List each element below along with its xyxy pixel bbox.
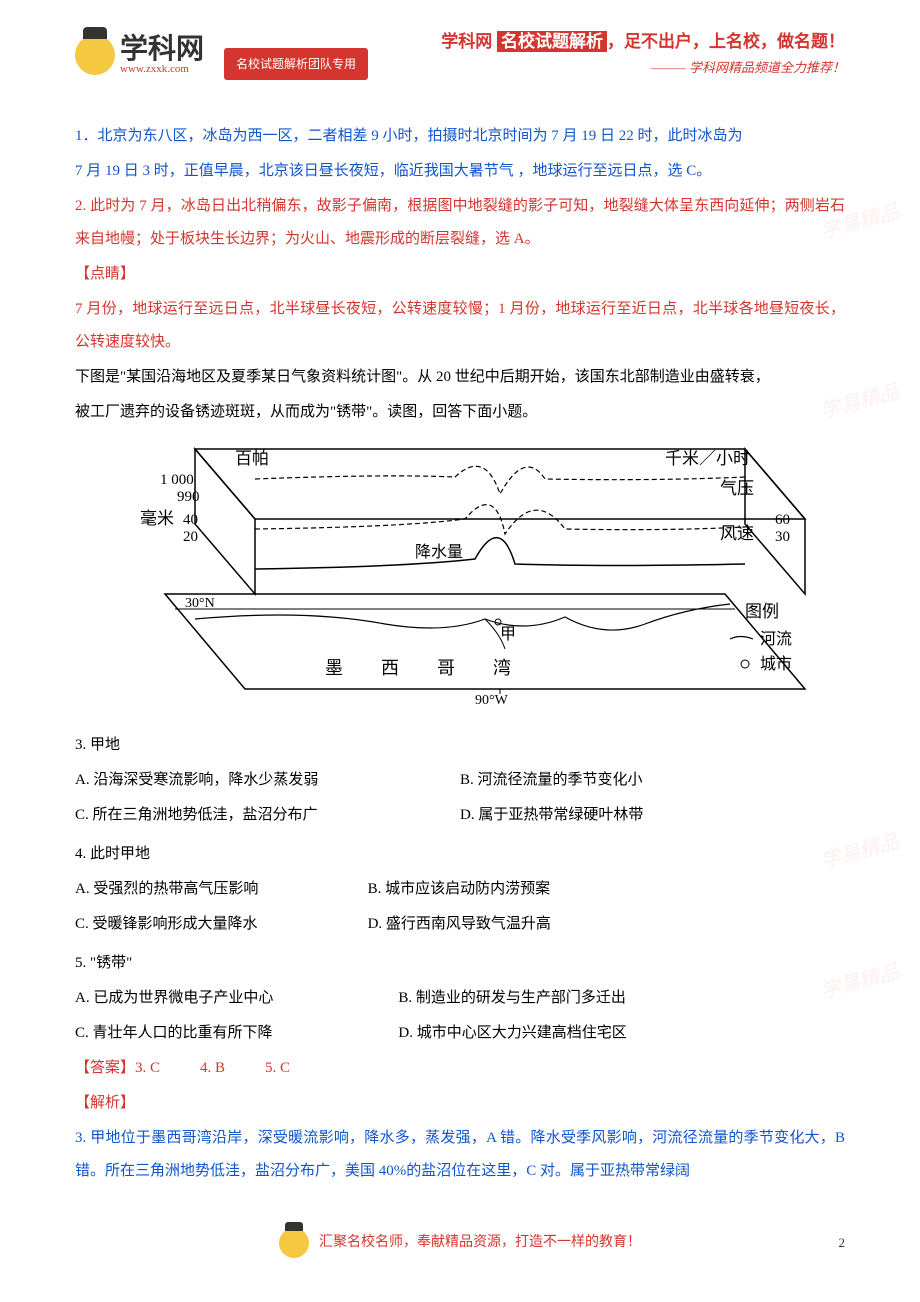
svg-text:百帕: 百帕 <box>235 449 269 468</box>
q3-option-c: C. 所在三角洲地势低洼，盐沼分布广 <box>75 799 460 832</box>
svg-text:毫米: 毫米 <box>140 509 174 528</box>
q3-option-a: A. 沿海深受寒流影响，降水少蒸发弱 <box>75 764 460 797</box>
footer-icon <box>279 1228 309 1258</box>
jiexi-3: 3. 甲地位于墨西哥湾沿岸，深受暖流影响，降水多，蒸发强，A 错。降水受季风影响… <box>75 1122 845 1188</box>
answer-tag: 【答案】 <box>75 1060 135 1076</box>
svg-text:30: 30 <box>775 529 790 545</box>
q3-option-d: D. 属于亚热带常绿硬叶林带 <box>460 799 845 832</box>
answer-line: 【答案】3. C 4. B 5. C <box>75 1052 845 1085</box>
answer-4: 4. B <box>200 1060 225 1076</box>
meteorology-diagram: 百帕 1 000 990 毫米 40 20 千米／小时 气压 风速 60 30 … <box>105 439 815 719</box>
q4-stem: 4. 此时甲地 <box>75 838 845 871</box>
svg-text:20: 20 <box>183 529 198 545</box>
svg-text:40: 40 <box>183 512 198 528</box>
dianjing-tag: 【点睛】 <box>75 258 845 291</box>
q5-option-d: D. 城市中心区大力兴建高档住宅区 <box>398 1017 845 1050</box>
footer-text: 汇聚名校名师，奉献精品资源，打造不一样的教育！ <box>319 1228 641 1259</box>
answer-3: 3. C <box>135 1060 160 1076</box>
dianjing-text: 7 月份，地球运行至远日点，北半球昼长夜短，公转速度较慢；1 月份，地球运行至近… <box>75 293 845 359</box>
page-footer: 汇聚名校名师，奉献精品资源，打造不一样的教育！ 2 <box>75 1228 845 1259</box>
svg-text:墨 西 哥 湾: 墨 西 哥 湾 <box>325 658 521 678</box>
svg-text:90°W: 90°W <box>475 693 509 708</box>
svg-text:60: 60 <box>775 512 790 528</box>
q2-explain: 2. 此时为 7 月，冰岛日出北稍偏东，故影子偏南，根据图中地裂缝的影子可知，地… <box>75 190 845 256</box>
page-header: 学科网 www.zxxk.com 名校试题解析团队专用 学科网 名校试题解析，足… <box>75 30 845 100</box>
svg-text:城市: 城市 <box>760 655 792 673</box>
svg-text:河流: 河流 <box>760 630 792 648</box>
q1-explain-line1: 1．北京为东八区，冰岛为西一区，二者相差 9 小时，拍摄时北京时间为 7 月 1… <box>75 120 845 153</box>
q5-option-a: A. 已成为世界微电子产业中心 <box>75 982 398 1015</box>
q4-option-a: A. 受强烈的热带高气压影响 <box>75 873 368 906</box>
jiexi-tag: 【解析】 <box>75 1087 845 1120</box>
q3-option-b: B. 河流径流量的季节变化小 <box>460 764 845 797</box>
svg-text:气压: 气压 <box>720 479 754 498</box>
intro-line2: 被工厂遗弃的设备锈迹斑斑，从而成为"锈带"。读图，回答下面小题。 <box>75 396 845 429</box>
page-number: 2 <box>839 1229 846 1258</box>
logo-icon <box>75 35 115 75</box>
svg-text:降水量: 降水量 <box>415 543 463 561</box>
svg-text:千米／小时: 千米／小时 <box>665 449 750 468</box>
svg-text:甲: 甲 <box>500 626 516 643</box>
svg-text:30°N: 30°N <box>185 596 215 611</box>
q4-option-d: D. 盛行西南风导致气温升高 <box>368 908 845 941</box>
logo-url: www.zxxk.com <box>120 63 204 76</box>
svg-text:图例: 图例 <box>745 602 779 621</box>
header-sub-text: ——— 学科网精品频道全力推荐！ <box>441 54 845 83</box>
q5-stem: 5. "锈带" <box>75 947 845 980</box>
svg-text:990: 990 <box>177 489 200 505</box>
q5-option-c: C. 青壮年人口的比重有所下降 <box>75 1017 398 1050</box>
header-main-text: 学科网 名校试题解析，足不出户，上名校，做名题！ <box>441 30 845 54</box>
q4-option-c: C. 受暖锋影响形成大量降水 <box>75 908 368 941</box>
logo-text: 学科网 <box>120 35 204 63</box>
answer-5: 5. C <box>265 1060 290 1076</box>
logo-block: 学科网 www.zxxk.com 名校试题解析团队专用 <box>75 30 368 80</box>
header-slogan: 学科网 名校试题解析，足不出户，上名校，做名题！ ——— 学科网精品频道全力推荐… <box>441 30 845 82</box>
team-badge: 名校试题解析团队专用 <box>224 48 368 80</box>
q1-explain-line2: 7 月 19 日 3 时，正值早晨，北京该日昼长夜短，临近我国大暑节气 ，地球运… <box>75 155 845 188</box>
intro-line1: 下图是"某国沿海地区及夏季某日气象资料统计图"。从 20 世纪中后期开始，该国东… <box>75 361 845 394</box>
q3-stem: 3. 甲地 <box>75 729 845 762</box>
q4-option-b: B. 城市应该启动防内涝预案 <box>368 873 845 906</box>
q5-option-b: B. 制造业的研发与生产部门多迁出 <box>398 982 845 1015</box>
svg-text:1 000: 1 000 <box>160 472 194 488</box>
